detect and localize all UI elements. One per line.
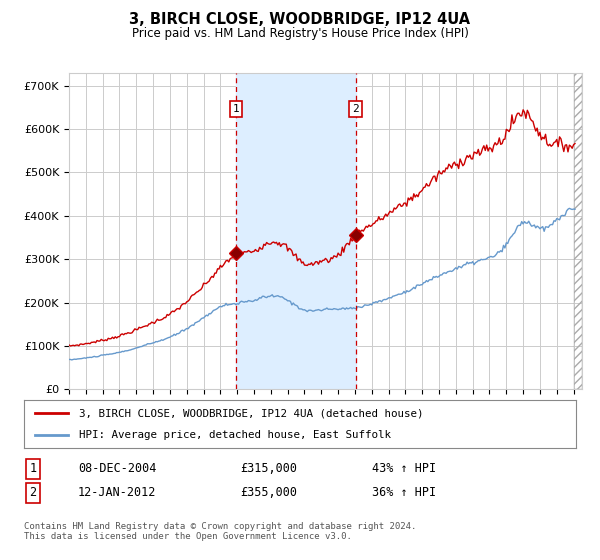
Text: 3, BIRCH CLOSE, WOODBRIDGE, IP12 4UA (detached house): 3, BIRCH CLOSE, WOODBRIDGE, IP12 4UA (de…: [79, 408, 424, 418]
Text: 1: 1: [29, 462, 37, 475]
Text: 3, BIRCH CLOSE, WOODBRIDGE, IP12 4UA: 3, BIRCH CLOSE, WOODBRIDGE, IP12 4UA: [130, 12, 470, 27]
Bar: [574, 73, 582, 389]
Text: 08-DEC-2004: 08-DEC-2004: [78, 462, 157, 475]
Text: Price paid vs. HM Land Registry's House Price Index (HPI): Price paid vs. HM Land Registry's House …: [131, 27, 469, 40]
Text: HPI: Average price, detached house, East Suffolk: HPI: Average price, detached house, East…: [79, 430, 391, 440]
Bar: [236, 73, 356, 389]
Text: 2: 2: [29, 486, 37, 500]
Text: 2: 2: [352, 104, 359, 114]
Text: 12-JAN-2012: 12-JAN-2012: [78, 486, 157, 500]
Text: 1: 1: [233, 104, 239, 114]
Text: 36% ↑ HPI: 36% ↑ HPI: [372, 486, 436, 500]
Text: 43% ↑ HPI: 43% ↑ HPI: [372, 462, 436, 475]
Text: Contains HM Land Registry data © Crown copyright and database right 2024.
This d: Contains HM Land Registry data © Crown c…: [24, 522, 416, 542]
Text: £315,000: £315,000: [240, 462, 297, 475]
Text: £355,000: £355,000: [240, 486, 297, 500]
